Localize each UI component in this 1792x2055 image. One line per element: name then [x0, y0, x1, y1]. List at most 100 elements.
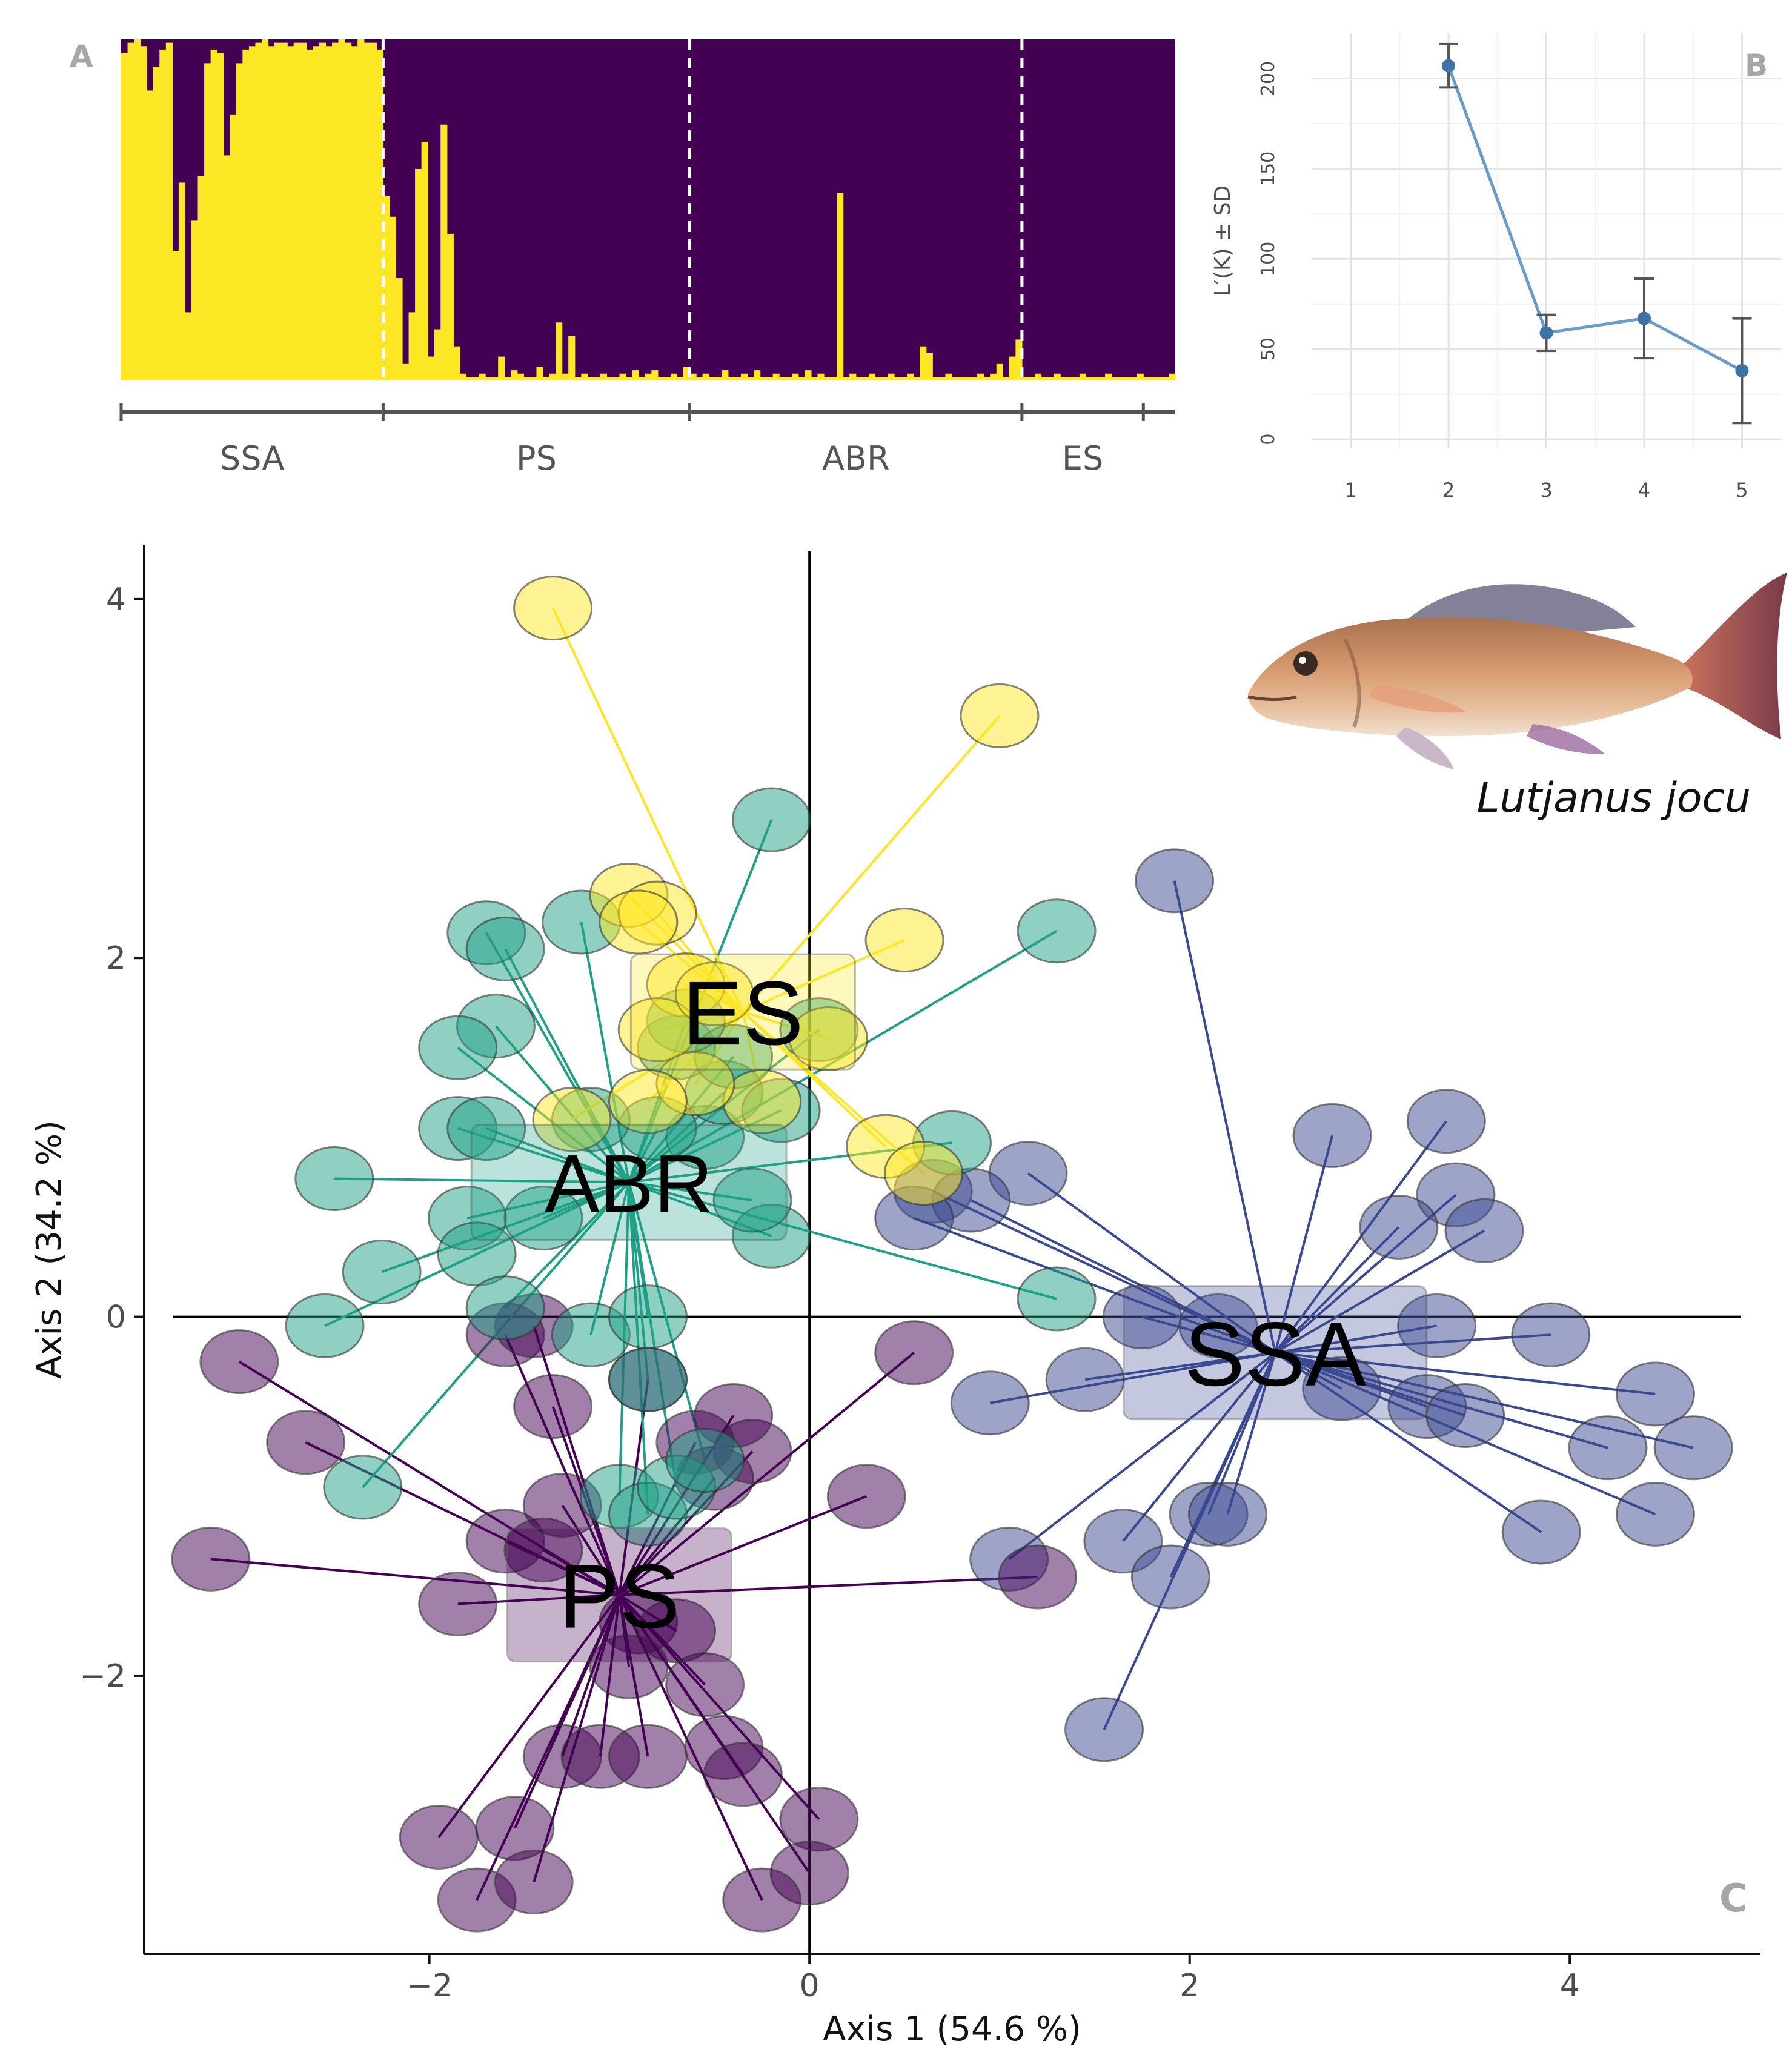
structure-bar — [549, 373, 556, 380]
point-ps — [608, 1724, 688, 1789]
structure-bar — [766, 377, 774, 380]
structure-bar — [172, 251, 179, 380]
point-es — [674, 961, 754, 1026]
x-tick-label: 0 — [800, 1968, 820, 2004]
y-tick-label: 100 — [1258, 242, 1279, 276]
structure-bar — [811, 377, 818, 380]
structure-bar — [242, 49, 250, 380]
structure-bar — [274, 42, 282, 380]
structure-bar — [178, 182, 186, 380]
structure-bar — [709, 377, 716, 380]
point-ps — [513, 1374, 593, 1439]
point-ssa — [1045, 1347, 1125, 1412]
panel-c-label: C — [1719, 1876, 1748, 1921]
structure-bar — [446, 233, 454, 380]
structure-bar — [645, 373, 652, 380]
y-tick-label: 150 — [1258, 151, 1279, 186]
structure-bar — [1105, 373, 1112, 380]
structure-bar — [428, 356, 435, 380]
label-box-es — [629, 953, 856, 1071]
structure-bar — [1021, 377, 1029, 380]
structure-bar — [855, 377, 863, 380]
structure-bar — [900, 377, 908, 380]
point-abr — [503, 1186, 583, 1251]
structure-bar — [1098, 377, 1106, 380]
data-point — [1637, 311, 1651, 325]
point-ssa — [1102, 1284, 1182, 1350]
point-abr — [1017, 898, 1097, 964]
structure-bar — [511, 370, 518, 380]
spoke-es — [742, 715, 1001, 1013]
group-axis: SSA PS ABR ES — [119, 403, 1175, 477]
point-ssa — [1406, 1089, 1486, 1154]
spoke-ps — [619, 1576, 1038, 1596]
point-ssa — [1135, 848, 1215, 914]
lk-series — [1439, 42, 1752, 425]
spoke-abr — [334, 1177, 629, 1184]
structure-bar — [280, 42, 288, 380]
structure-bar — [230, 114, 237, 381]
x-tick-label: 2 — [1180, 1968, 1200, 2004]
structure-bar — [517, 373, 524, 380]
x-tick-label: 1 — [1344, 479, 1356, 502]
structure-bar — [683, 367, 691, 380]
structure-bar — [1009, 356, 1016, 380]
structure-bar — [1130, 377, 1138, 380]
point-abr — [465, 916, 545, 981]
structure-bar — [913, 377, 920, 380]
structure-bar — [248, 46, 256, 380]
structure-bar — [485, 377, 493, 380]
panel-c-dapc-scatter: −2 0 2 4 −2 0 2 4 SSA PS ABR ES Axis 1 (54.6 %) Ax… — [30, 545, 1760, 2049]
point-abr — [294, 1146, 374, 1212]
structure-bar — [907, 373, 914, 380]
data-point — [1735, 364, 1749, 377]
spoke-ssa — [1274, 1229, 1485, 1354]
structure-bar — [491, 377, 499, 380]
group-labels: SSA PS ABR ES — [470, 953, 1428, 1663]
structure-bar — [926, 353, 933, 380]
structure-bar — [1047, 377, 1055, 380]
x-tick-label: 5 — [1736, 479, 1748, 502]
spoke-ssa — [1122, 1352, 1276, 1542]
structure-bar — [1111, 377, 1118, 380]
structure-bar — [523, 377, 531, 380]
point-abr — [608, 1284, 688, 1350]
structure-bar — [996, 363, 1003, 380]
structure-bar — [740, 373, 748, 380]
structure-bar — [325, 46, 333, 380]
x-axis-label: Axis 1 (54.6 %) — [823, 2010, 1081, 2049]
point-ps — [266, 1410, 346, 1475]
x-tick-label: 3 — [1540, 479, 1552, 502]
structure-bar — [594, 377, 601, 380]
spoke-ssa — [1173, 880, 1276, 1353]
structure-bar — [868, 373, 875, 380]
x-tick-label: 2 — [1442, 479, 1455, 502]
y-tick-label: −2 — [79, 1658, 126, 1695]
point-ps — [779, 1787, 859, 1852]
structure-bar — [306, 49, 313, 380]
grid-lines — [1312, 33, 1781, 448]
point-ssa — [1292, 1103, 1372, 1168]
structure-bar — [543, 377, 550, 380]
structure-bar — [849, 373, 857, 380]
structure-bar — [1041, 377, 1048, 380]
structure-bar — [332, 42, 339, 380]
group-label-es: ES — [1062, 439, 1103, 477]
group-label-abr: ABR — [545, 1138, 713, 1229]
structure-bar — [945, 373, 952, 380]
point-ssa — [1615, 1361, 1695, 1427]
series-line — [1447, 65, 1743, 373]
point-ps — [703, 1742, 783, 1807]
group-label-ps: PS — [516, 439, 557, 477]
structure-bar — [920, 346, 927, 380]
structure-bar — [875, 377, 882, 380]
structure-bar — [1124, 377, 1131, 380]
y-tick-label: 4 — [106, 582, 126, 618]
structure-bar — [689, 373, 697, 380]
structure-bar — [1156, 377, 1163, 380]
structure-bar — [562, 373, 569, 380]
point-ps — [998, 1544, 1078, 1610]
structure-bar — [345, 42, 352, 380]
structure-bar — [785, 377, 792, 380]
y-tick-label: 0 — [106, 1300, 126, 1336]
